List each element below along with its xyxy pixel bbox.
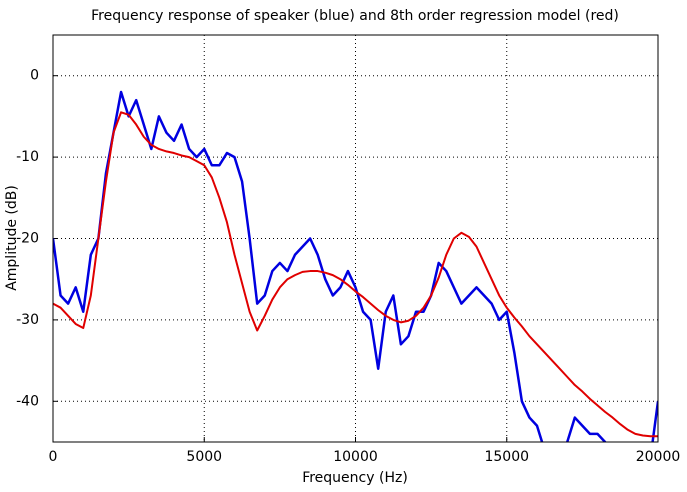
x-tick-label: 0 [49,449,58,465]
y-tick-label: -40 [16,393,39,409]
x-axis-label: Frequency (Hz) [302,470,408,486]
plot-area [53,35,658,442]
x-tick-label: 10000 [333,449,378,465]
x-tick-label: 5000 [186,449,222,465]
x-tick-label: 15000 [484,449,529,465]
x-tick-label: 20000 [636,449,681,465]
series-line [53,90,658,442]
y-tick-label: 0 [30,68,39,84]
chart-title: Frequency response of speaker (blue) and… [91,8,619,24]
y-tick-label: -20 [16,231,39,247]
series-line [53,111,658,438]
plot-frame [52,34,659,443]
y-tick-label: -30 [16,312,39,328]
y-axis-label: Amplitude (dB) [4,185,20,291]
y-tick-label: -10 [16,149,39,165]
